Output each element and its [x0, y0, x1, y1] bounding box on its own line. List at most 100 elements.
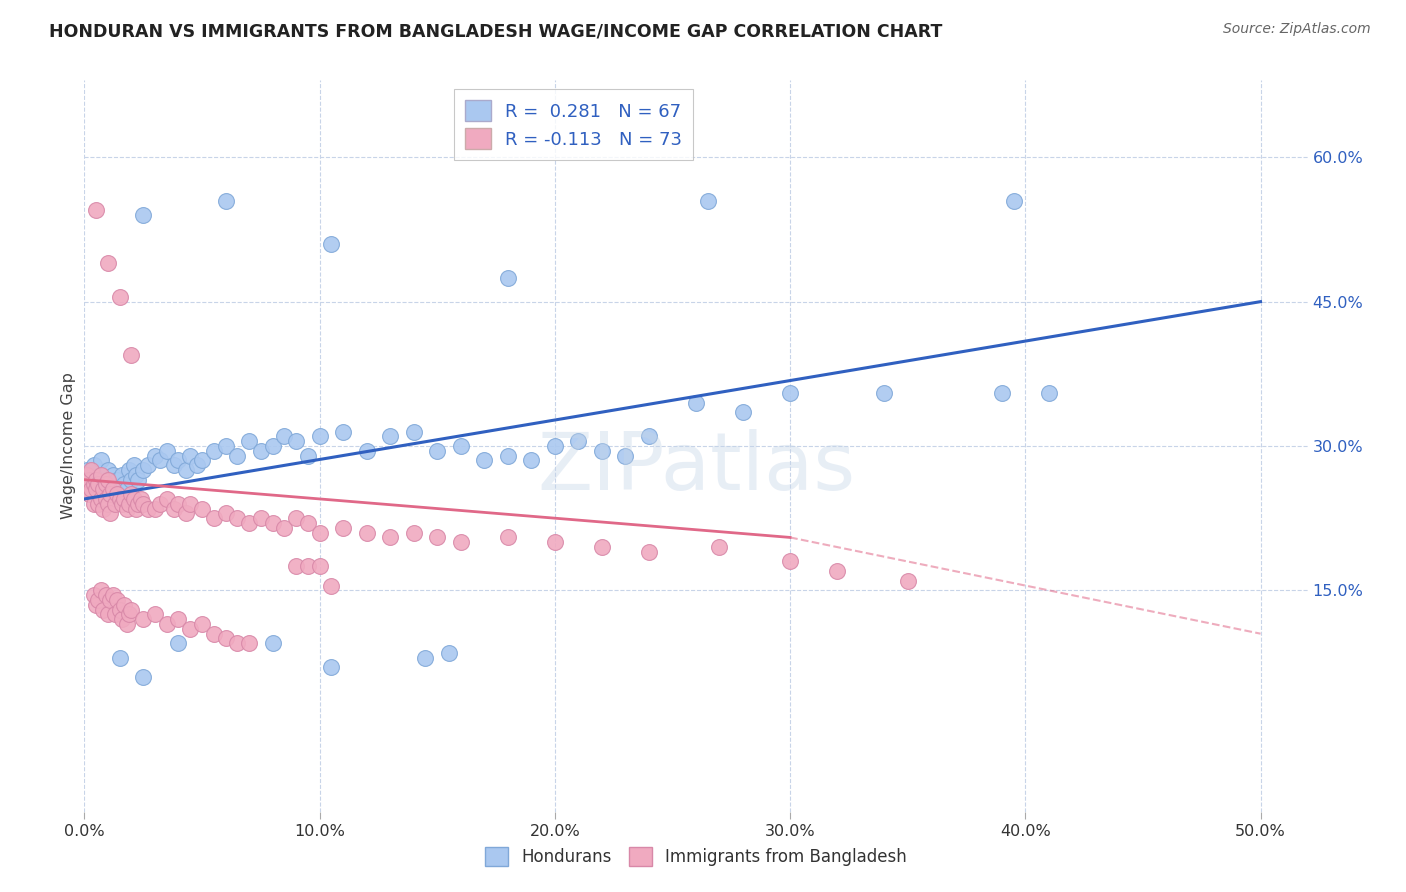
Point — [125, 467, 148, 482]
Point — [297, 516, 319, 530]
Point — [1002, 194, 1025, 208]
Point — [87, 483, 110, 497]
Point — [115, 617, 138, 632]
Point — [98, 487, 121, 501]
Point — [167, 636, 190, 650]
Point — [202, 626, 225, 640]
Point — [426, 443, 449, 458]
Point — [97, 497, 120, 511]
Point — [120, 347, 142, 362]
Point — [202, 511, 225, 525]
Point — [77, 487, 100, 501]
Point — [226, 511, 249, 525]
Point — [156, 443, 179, 458]
Point — [97, 473, 120, 487]
Point — [97, 463, 120, 477]
Point — [285, 559, 308, 574]
Point — [111, 497, 134, 511]
Point — [136, 501, 159, 516]
Point — [163, 458, 186, 473]
Point — [83, 497, 105, 511]
Point — [214, 507, 236, 521]
Point — [214, 632, 236, 646]
Point — [118, 497, 141, 511]
Point — [321, 236, 343, 251]
Point — [779, 386, 801, 401]
Point — [163, 501, 186, 516]
Point — [685, 395, 707, 409]
Point — [105, 473, 128, 487]
Point — [98, 477, 121, 491]
Point — [262, 439, 284, 453]
Point — [87, 477, 110, 491]
Point — [118, 463, 141, 477]
Point — [80, 477, 103, 491]
Point — [380, 429, 402, 443]
Point — [97, 607, 120, 622]
Point — [98, 507, 121, 521]
Text: HONDURAN VS IMMIGRANTS FROM BANGLADESH WAGE/INCOME GAP CORRELATION CHART: HONDURAN VS IMMIGRANTS FROM BANGLADESH W… — [49, 22, 942, 40]
Point — [76, 467, 98, 482]
Point — [84, 203, 107, 218]
Point — [105, 487, 128, 501]
Point — [118, 607, 141, 622]
Point — [125, 501, 148, 516]
Point — [167, 453, 190, 467]
Point — [191, 617, 214, 632]
Point — [332, 521, 354, 535]
Point — [127, 473, 149, 487]
Point — [101, 467, 124, 482]
Point — [472, 453, 495, 467]
Point — [143, 501, 166, 516]
Point — [77, 467, 100, 482]
Point — [132, 463, 155, 477]
Point — [112, 598, 135, 612]
Point — [97, 487, 120, 501]
Point — [101, 588, 124, 602]
Point — [638, 545, 661, 559]
Point — [149, 497, 172, 511]
Point — [544, 439, 567, 453]
Point — [120, 473, 142, 487]
Point — [83, 588, 105, 602]
Point — [94, 477, 117, 491]
Point — [238, 434, 260, 449]
Point — [90, 453, 112, 467]
Point — [91, 483, 114, 497]
Point — [87, 593, 110, 607]
Point — [90, 467, 112, 482]
Point — [249, 443, 271, 458]
Point — [285, 511, 308, 525]
Point — [356, 525, 378, 540]
Point — [156, 491, 179, 506]
Point — [127, 497, 149, 511]
Point — [731, 405, 754, 419]
Point — [84, 473, 107, 487]
Point — [136, 458, 159, 473]
Point — [97, 256, 120, 270]
Text: Source: ZipAtlas.com: Source: ZipAtlas.com — [1223, 22, 1371, 37]
Point — [496, 530, 519, 544]
Point — [91, 501, 114, 516]
Point — [779, 554, 801, 568]
Point — [108, 650, 131, 665]
Point — [149, 453, 172, 467]
Point — [80, 463, 103, 477]
Point — [122, 491, 145, 506]
Point — [122, 458, 145, 473]
Point — [94, 473, 117, 487]
Point — [179, 622, 201, 636]
Point — [450, 439, 472, 453]
Point — [84, 487, 107, 501]
Point — [108, 491, 131, 506]
Point — [143, 607, 166, 622]
Point — [191, 501, 214, 516]
Point — [308, 525, 330, 540]
Point — [132, 208, 155, 222]
Point — [77, 473, 100, 487]
Point — [105, 593, 128, 607]
Point — [273, 429, 295, 443]
Point — [520, 453, 543, 467]
Point — [321, 578, 343, 592]
Legend: Hondurans, Immigrants from Bangladesh: Hondurans, Immigrants from Bangladesh — [478, 840, 914, 873]
